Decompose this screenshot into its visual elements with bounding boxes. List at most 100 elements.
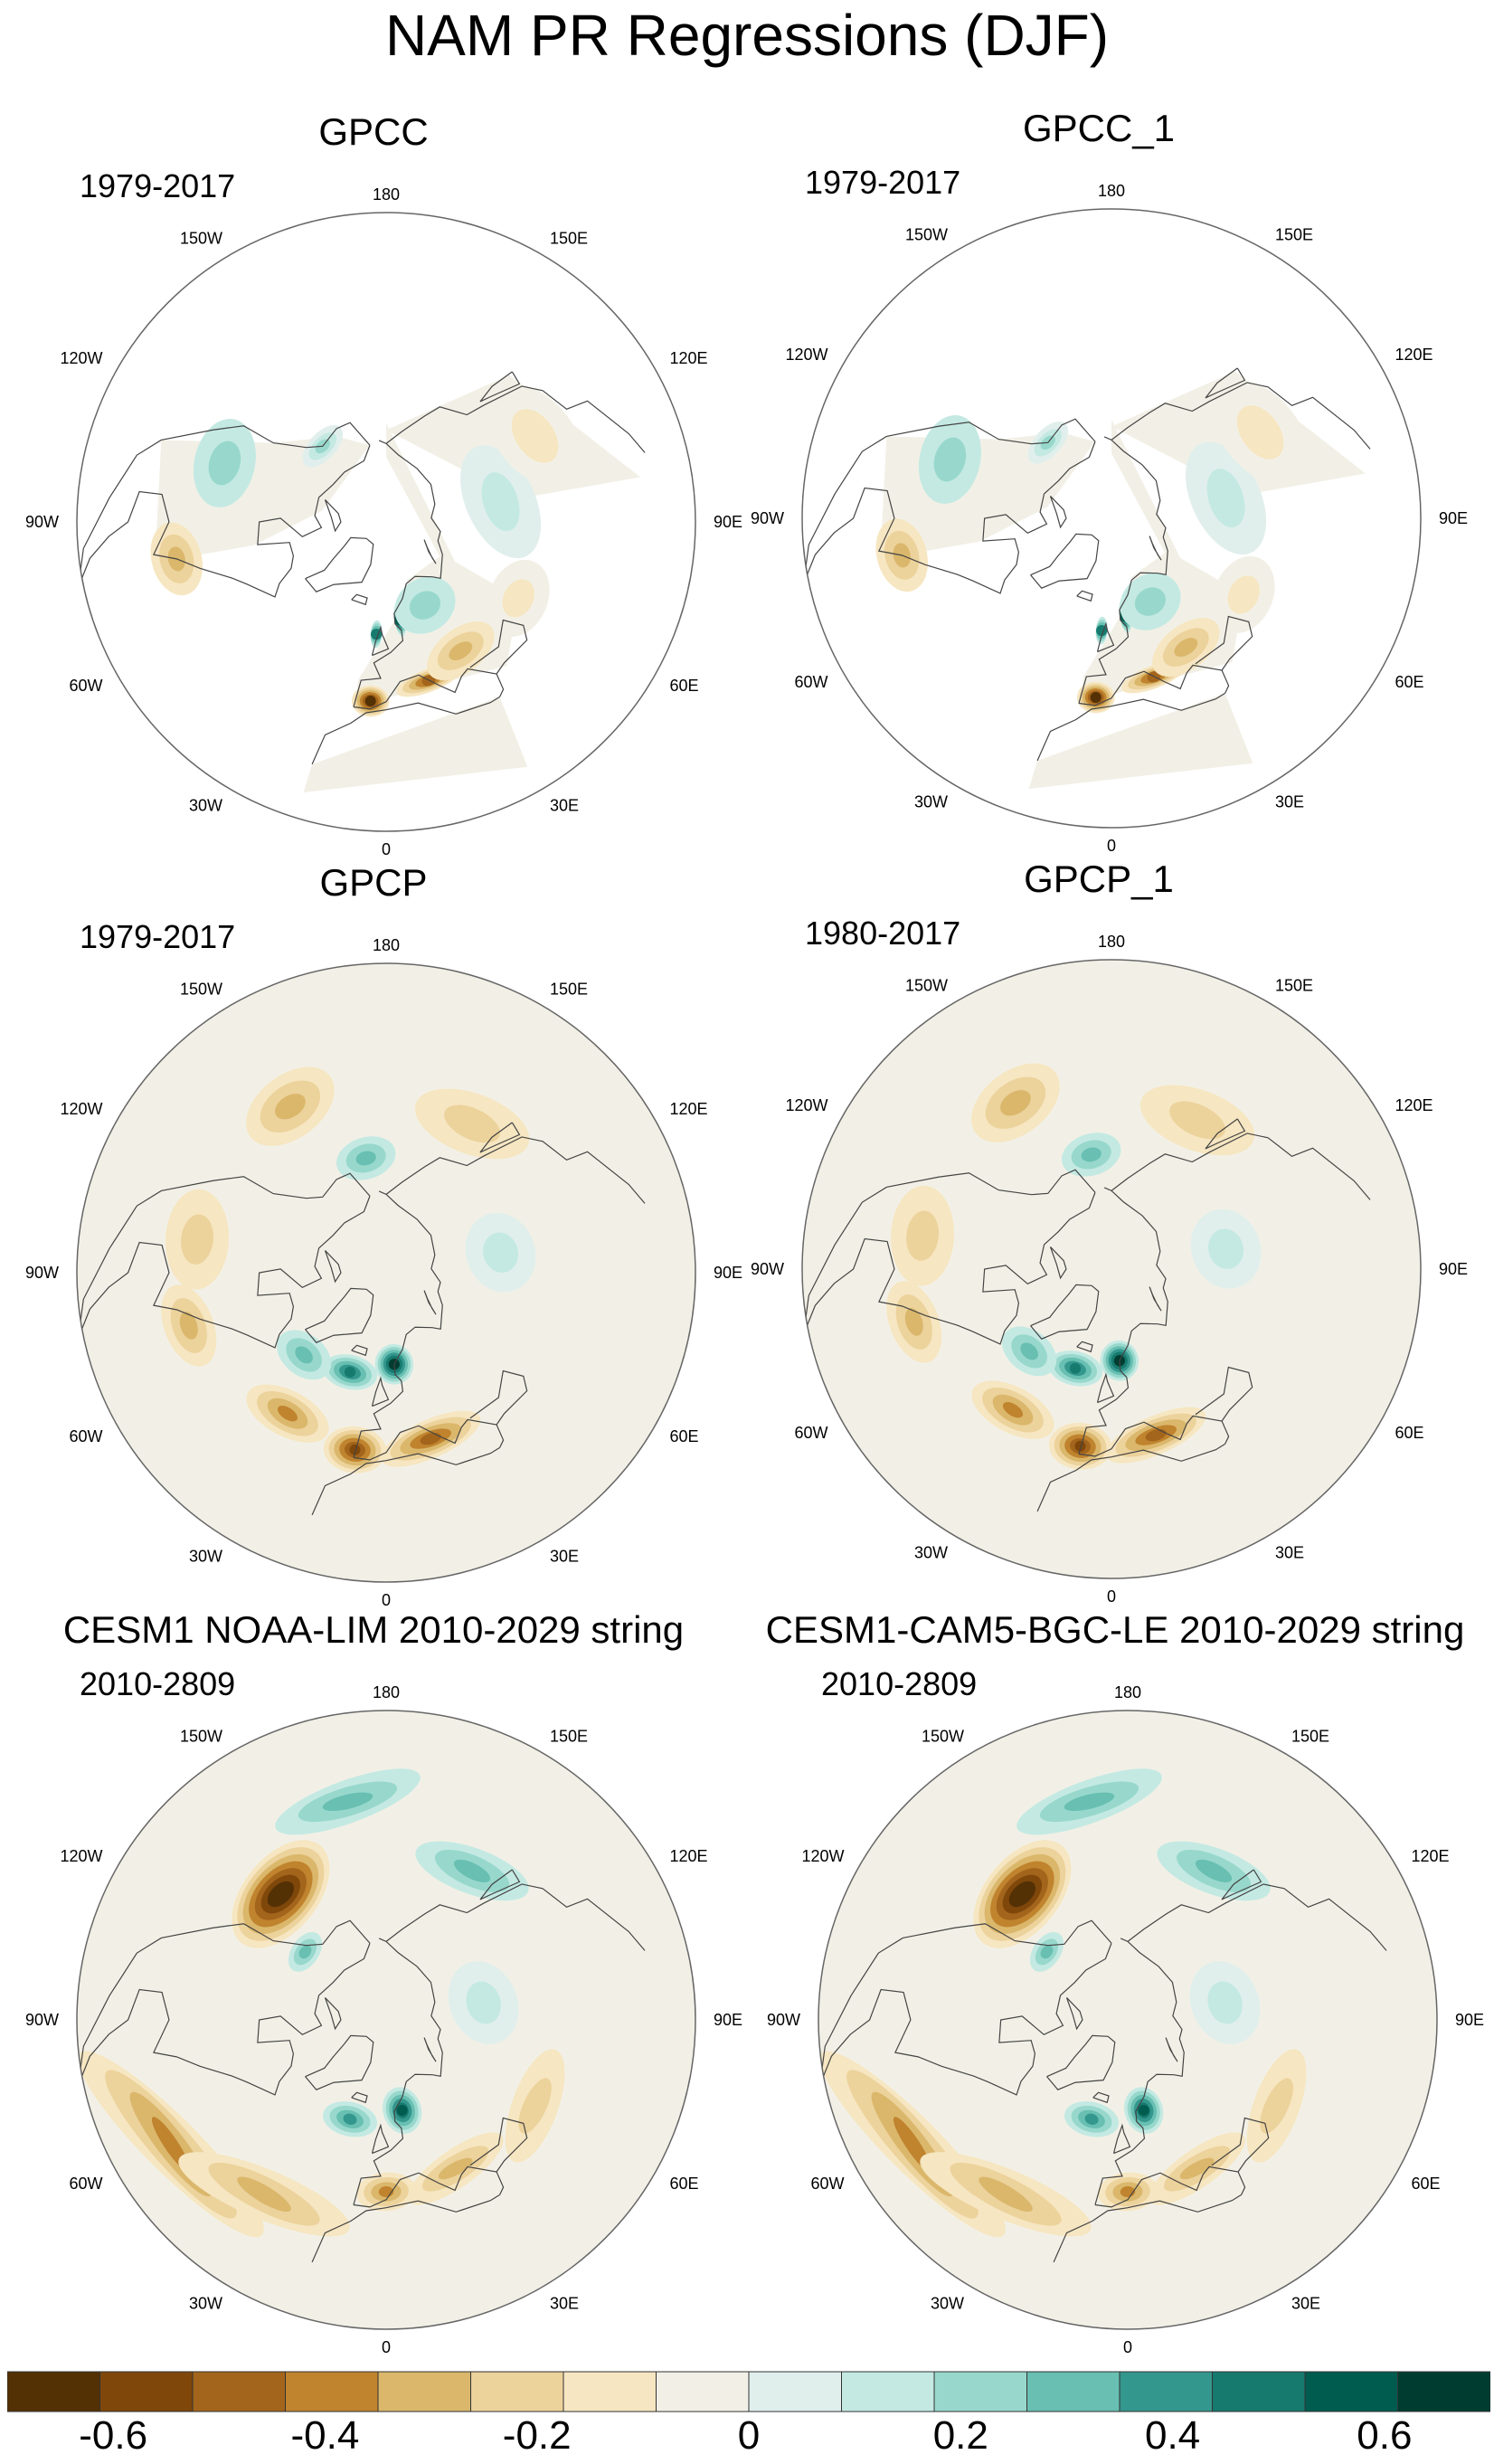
longitude-label: 90W [767,2011,800,2029]
longitude-label: 120E [670,1100,708,1118]
anomaly-contour [1174,638,1198,657]
longitude-label: 90W [25,2011,59,2029]
longitude-label: 90W [25,1264,59,1282]
colorbar-tick-label: 0.6 [1357,2413,1413,2458]
coastline [77,445,371,598]
longitude-label: 120W [60,1847,102,1865]
anomaly-contour [502,579,534,618]
longitude-label: 150E [1275,225,1313,243]
colorbar-tick-label: -0.2 [502,2413,572,2458]
map-boundary [76,212,696,832]
colorbar-swatch [1304,2371,1398,2412]
longitude-label: 60W [69,2175,102,2193]
colorbar-tick-label: -0.6 [79,2413,148,2458]
polar-map: 180 150E 120E 90E 60E 30E 0 30W 60W 90W 120W 150W [751,182,1468,855]
longitude-label: 150E [550,1727,588,1745]
longitude-label: 30W [914,1544,948,1562]
map-panel-gpcc-1: GPCC_1 1979-2017 180 150E 120E 90E 60E 30E 0 30… [725,105,1472,855]
anomaly-contour [343,2113,357,2126]
coastline [818,1943,1112,2096]
longitude-label: 0 [1107,837,1116,855]
coastline [1076,590,1093,602]
map-background [802,209,1421,828]
coastline [469,2117,528,2173]
longitude-label: 0 [382,2338,391,2356]
anomaly-contour [1227,575,1260,614]
anomaly-contour [1020,1342,1038,1360]
coastline [1049,496,1067,529]
anomaly-contour [1208,1228,1244,1269]
land-data-region [353,554,519,707]
anomaly-contour [453,1859,491,1882]
anomaly-contour [208,441,241,486]
anomaly-contour [349,1444,361,1455]
colorbar-swatch [1212,2371,1306,2412]
coastline [1112,2123,1131,2155]
coastline [1078,436,1168,704]
coastline [1127,1883,1387,1951]
anomaly-contour [275,1094,306,1120]
anomaly-contour [906,1210,939,1261]
coastline [385,1883,646,1951]
longitude-label: 0 [1123,2338,1132,2356]
coastline [1221,1869,1262,1900]
polar-map: 180 150E 120E 90E 60E 30E 0 30W 60W 90W 120W 150W [25,936,742,1609]
coastline [1049,1246,1067,1280]
longitude-label: 30W [931,2295,964,2313]
anomaly-contour [1090,692,1102,704]
coastline [77,422,371,588]
map-boundary [76,1710,696,2330]
longitude-label: 150W [180,980,222,998]
coastline [1030,533,1100,589]
longitude-label: 60W [794,1424,827,1442]
anomaly-contour [511,409,559,463]
map-panel-gpcp: GPCP 1979-2017 180 150E 120E 90E 60E 30E 0 30W 6… [0,859,747,1609]
longitude-label: 150E [550,229,588,247]
anomaly-contour [438,2157,473,2180]
anomaly-contour [1074,1440,1086,1452]
coastline [1149,535,1162,561]
longitude-label: 30E [550,797,579,815]
coastline [77,1919,371,2086]
map-boundary [801,959,1422,1579]
coastline [1195,1366,1253,1422]
longitude-label: 60W [69,677,102,695]
coastline [77,1196,371,1349]
coastline [469,619,528,675]
longitude-label: 30W [189,1548,222,1566]
longitude-label: 120E [670,1847,708,1865]
anomaly-contour [1134,587,1167,616]
longitude-label: 150W [180,229,222,247]
coastline [1096,1372,1115,1404]
longitude-label: 60E [1395,1424,1424,1442]
colorbar-tick-label: 0.4 [1144,2413,1201,2458]
anomaly-contour [933,437,967,482]
anomaly-contour [449,641,473,660]
longitude-label: 180 [1098,933,1125,951]
coastline [1149,1286,1162,1312]
longitude-label: 90E [1455,2011,1484,2029]
coastline [351,593,368,606]
anomaly-contour [298,1945,312,1959]
coastline [1094,1938,1185,2205]
anomaly-contour [1169,1101,1225,1140]
coastline [305,1287,374,1343]
coastline [353,668,505,710]
anomaly-contour [1015,1887,1030,1901]
coastline [1094,2165,1246,2208]
anomaly-contour [181,1214,213,1265]
anomaly-contour [273,1887,288,1901]
map-panel-gpcc: GPCC 1979-2017 180 150E 120E 90E 60E 30E 0 30W 6… [0,109,747,858]
coastline [353,1190,443,1458]
longitude-label: 60E [670,677,699,695]
map-panel-cesm1-cam5-bgc-le: CESM1-CAM5-BGC-LE 2010-2029 string 2010-… [742,1606,1489,2356]
anomaly-contour [979,2176,1033,2213]
coastline [1046,2034,1116,2090]
map-boundary [76,962,696,1583]
anomaly-contour [1179,2157,1215,2180]
longitude-label: 90E [714,2011,742,2029]
longitude-label: 90E [1439,509,1468,527]
longitude-label: 90W [25,513,59,531]
anomaly-contour [481,472,520,532]
anomaly-contour [295,1346,313,1364]
